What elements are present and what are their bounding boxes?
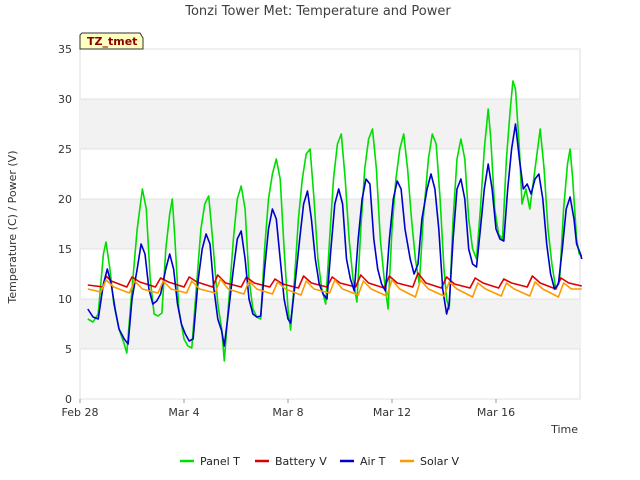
series-line-air-t <box>87 123 583 347</box>
series-line-panel-t <box>87 80 583 362</box>
x-tick-label: Mar 8 <box>272 406 303 419</box>
series-lines <box>87 80 583 362</box>
series-line-solar-v <box>87 278 582 298</box>
x-axis-label: Time <box>550 423 578 436</box>
x-tick-label: Mar 12 <box>373 406 411 419</box>
y-tick-label: 10 <box>58 293 72 306</box>
y-tick-label: 20 <box>58 193 72 206</box>
x-tick-label: Mar 16 <box>477 406 515 419</box>
chart-title: Tonzi Tower Met: Temperature and Power <box>184 4 451 19</box>
y-tick-label: 30 <box>58 93 72 106</box>
grid <box>80 48 580 400</box>
grid-band <box>80 299 580 349</box>
y-tick-label: 0 <box>65 393 72 406</box>
legend-label-panel-t: Panel T <box>200 455 240 468</box>
badge: TZ_tmet <box>79 32 144 50</box>
y-tick-label: 15 <box>58 243 72 256</box>
y-axis-label: Temperature (C) / Power (V) <box>6 150 19 304</box>
badge-box <box>79 32 144 50</box>
badge-label: TZ_tmet <box>87 35 137 48</box>
x-axis-ticks: Feb 28 Mar 4 Mar 8 Mar 12 Mar 16 <box>62 399 515 419</box>
legend-label-battery-v: Battery V <box>275 455 327 468</box>
y-tick-label: 25 <box>58 143 72 156</box>
y-tick-label: 5 <box>65 343 72 356</box>
legend: Panel T Battery V Air T Solar V <box>180 455 460 468</box>
legend-label-air-t: Air T <box>360 455 386 468</box>
x-tick-label: Feb 28 <box>62 406 99 419</box>
grid-band <box>80 99 580 149</box>
series-line-battery-v <box>87 272 582 290</box>
y-tick-label: 35 <box>58 43 72 56</box>
legend-label-solar-v: Solar V <box>420 455 460 468</box>
x-tick-label: Mar 4 <box>168 406 199 419</box>
y-axis-ticks: 0 5 10 15 20 25 30 35 <box>58 43 72 406</box>
